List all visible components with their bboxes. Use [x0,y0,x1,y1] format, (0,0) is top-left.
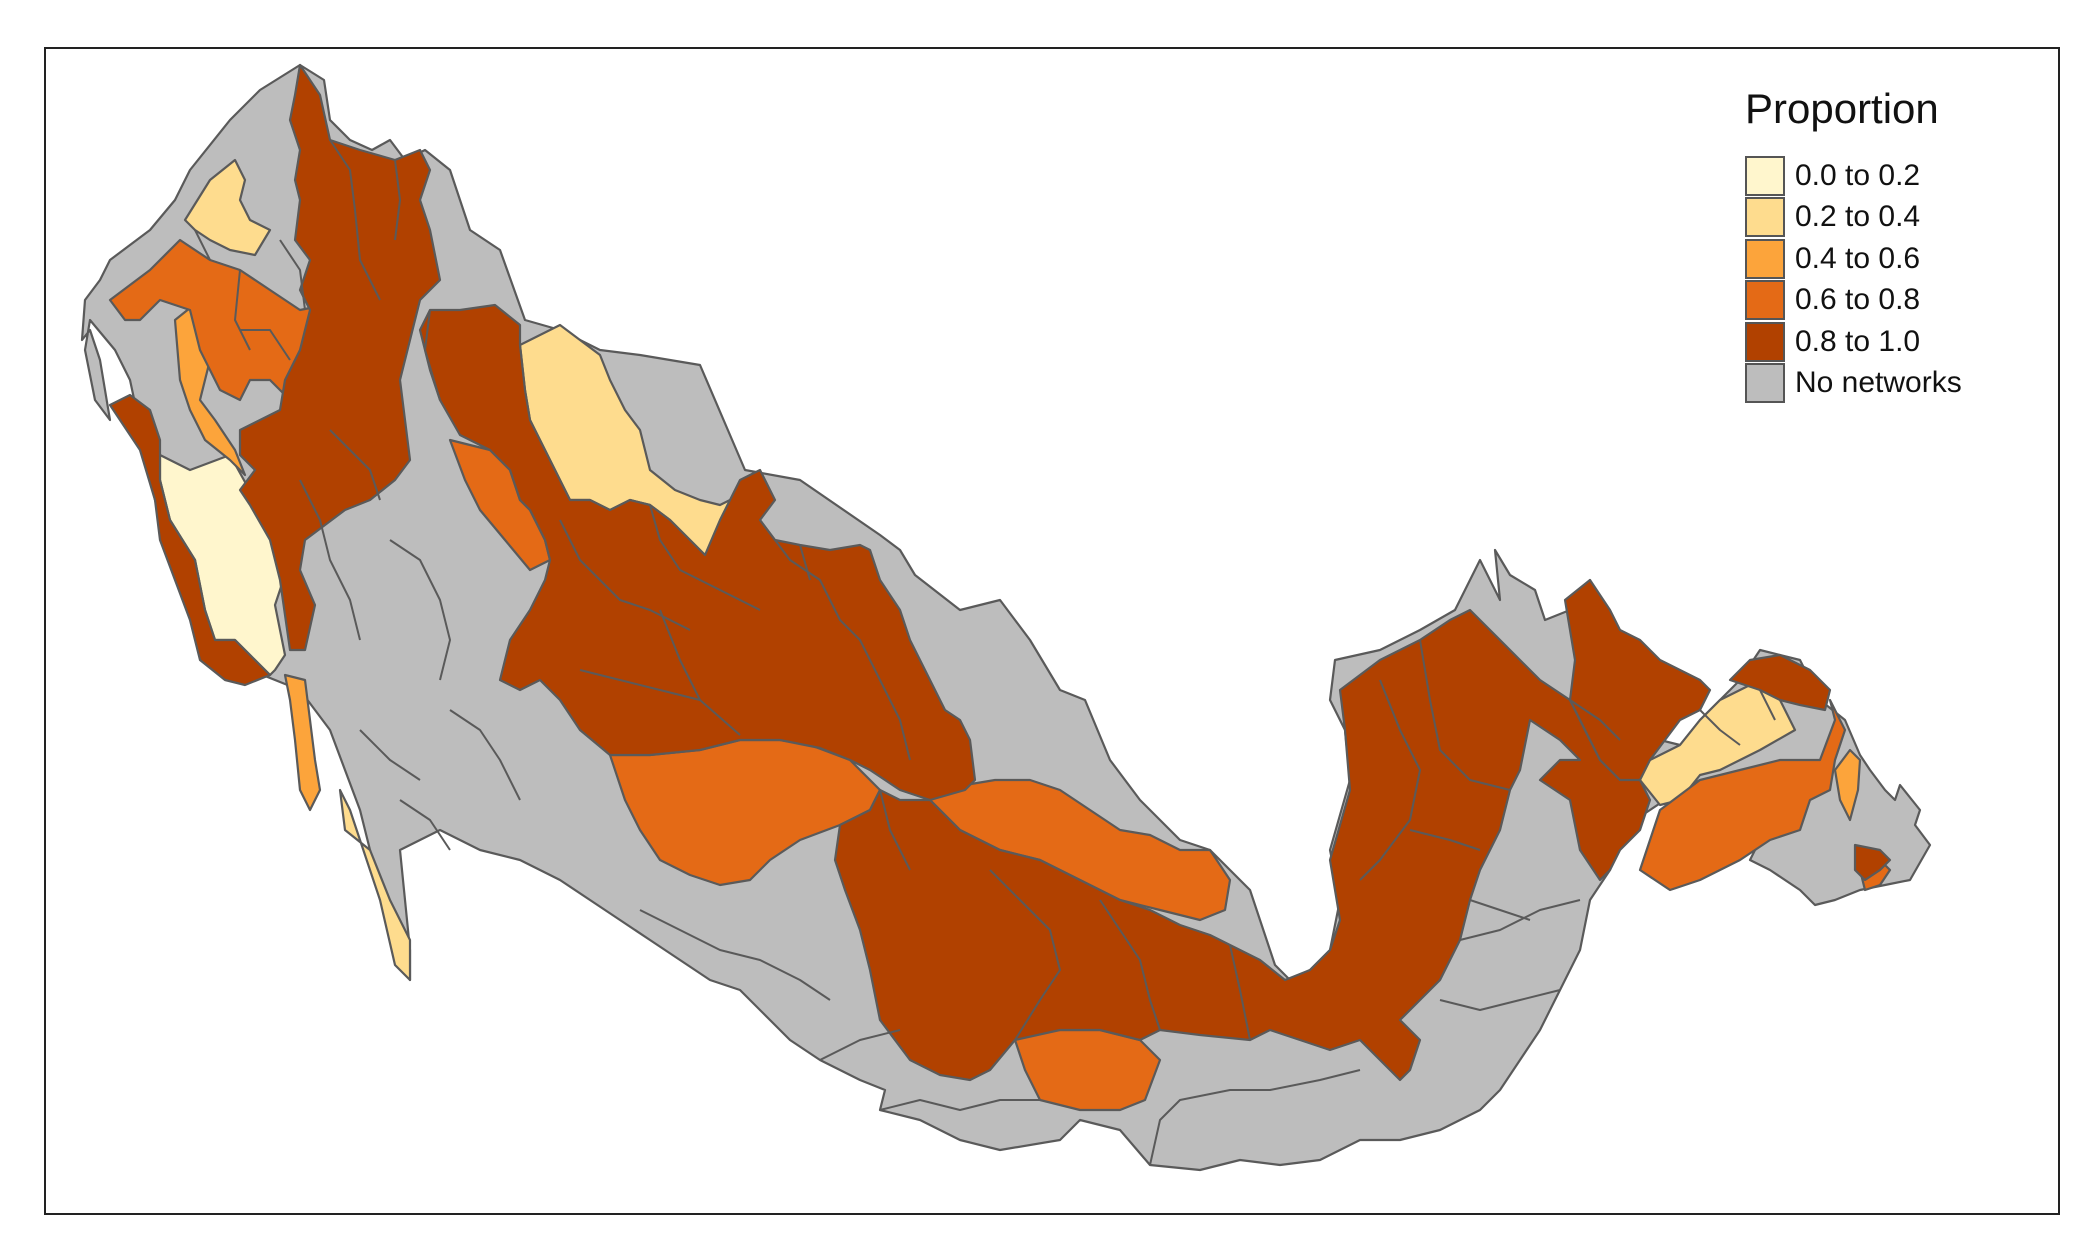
region-value-1-0-f [1853,843,1892,882]
legend-label: 0.4 to 0.6 [1795,241,1921,275]
legend-label: 0.6 to 0.8 [1795,283,1921,317]
legend-swatch [1745,321,1785,362]
legend-label: 0.8 to 1.0 [1795,324,1921,358]
legend-label: No networks [1795,366,1962,400]
region-value-1-0-e [1728,653,1832,712]
legend-item-0-0-to-0-2: 0.0 to 0.2 [1745,155,1962,197]
legend-swatch [1745,280,1785,321]
region-value-0-6-c [1833,748,1862,822]
boundary-lines-south [639,899,1581,1166]
region-value-0-2-b [183,158,272,257]
region-value-0-6 [283,673,322,812]
legend-label: 0.2 to 0.4 [1795,200,1921,234]
region-value-1-0-b [418,303,977,802]
boundary-lines-central [559,504,1251,1041]
legend-swatch [1745,155,1785,196]
legend-item-no-networks: No networks [1745,363,1962,405]
boundary-lines-west [194,139,521,851]
region-value-1-0-g [108,393,272,687]
legend-item-0-4-to-0-6: 0.4 to 0.6 [1745,238,1962,280]
legend-title: Proportion [1745,85,1939,132]
region-value-0-4-c [338,788,412,982]
region-value-1-0 [238,63,442,652]
region-value-0-8-f [1638,698,1847,892]
legend-item-0-6-to-0-8: 0.6 to 0.8 [1745,280,1962,322]
legend-swatch [1745,363,1785,404]
legend-label: 0.0 to 0.2 [1795,158,1921,192]
region-value-1-0-c [833,608,1652,1082]
legend-item-0-8-to-1-0: 0.8 to 1.0 [1745,321,1962,363]
legend: Proportion 0.0 to 0.2 0.2 to 0.4 0.4 to … [1745,85,1962,404]
legend-item-0-2-to-0-4: 0.2 to 0.4 [1745,197,1962,239]
region-value-1-0-d [1563,578,1712,782]
region-value-0-4-d [1628,678,1797,807]
legend-swatch [1745,238,1785,279]
legend-swatch [1745,197,1785,238]
boundary-lines-east [1359,639,1776,921]
